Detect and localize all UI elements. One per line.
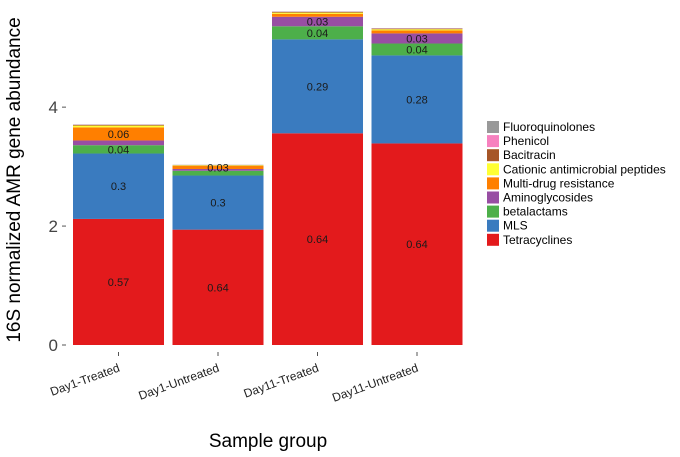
segment-value-label: 0.64 [307, 234, 328, 246]
x-category-label: Day1-Treated [48, 361, 121, 399]
bar-segment-aminoglycosides [172, 168, 264, 171]
legend: FluoroquinolonesPhenicolBacitracinCation… [487, 120, 666, 247]
bar-segment-cationic-antimicrobial-peptides [272, 12, 363, 14]
bar-segment-mls [272, 39, 363, 134]
y-ticks: 0 2 4 [49, 98, 66, 355]
bar-segment-cationic-antimicrobial-peptides [73, 125, 164, 128]
bar-segment-betalactams [73, 145, 164, 154]
x-ticks: Day1-Treated Day1-Untreated Day11-Treated D… [48, 352, 420, 405]
bar-segment-mls [371, 55, 463, 144]
segment-value-label: 0.28 [406, 94, 427, 106]
bar-segment-tetracyclines [371, 143, 463, 345]
axes: 16S normalized AMR gene abundance Sample… [4, 17, 327, 452]
segment-value-label: 0.04 [108, 144, 129, 156]
segment-value-label: 0.04 [307, 28, 328, 40]
bar-segment-betalactams [272, 26, 363, 40]
legend-entry-label: Fluoroquinolones [503, 120, 595, 134]
segment-labels: 0.570.30.040.060.640.30.030.640.290.040.… [108, 17, 428, 295]
bar-segment-tetracyclines [73, 218, 164, 345]
y-tick-label: 0 [49, 336, 58, 355]
legend-swatch [487, 205, 499, 218]
bar-segment-multi-drug-resistance [73, 127, 164, 141]
segment-value-label: 0.03 [406, 33, 427, 45]
segment-value-label: 0.64 [207, 282, 228, 294]
segment-value-label: 0.03 [307, 17, 328, 29]
bar-segment-mls [172, 175, 264, 230]
bar-segment-bacitracin [371, 28, 463, 30]
bars [73, 11, 463, 345]
segment-value-label: 0.3 [111, 181, 126, 193]
segment-value-label: 0.64 [406, 239, 427, 251]
bar-segment-aminoglycosides [73, 140, 164, 146]
bar-segment-cationic-antimicrobial-peptides [371, 29, 463, 31]
bar-segment-betalactams [172, 170, 264, 176]
x-category-label: Day11-Treated [242, 361, 321, 401]
bar-segment-multi-drug-resistance [272, 13, 363, 17]
bar-segment-mls [73, 153, 164, 219]
legend-swatch [487, 233, 499, 246]
legend-swatch [487, 219, 499, 232]
segment-value-label: 0.3 [210, 198, 225, 210]
y-axis-title: 16S normalized AMR gene abundance [4, 17, 25, 342]
legend-entry-label: Multi-drug resistance [503, 176, 615, 190]
legend-swatch [487, 177, 499, 190]
y-tick-label: 4 [49, 98, 58, 117]
x-axis-title: Sample group [209, 431, 327, 452]
legend-entry-label: Cationic antimicrobial peptides [503, 162, 666, 176]
legend-entry-label: MLS [503, 219, 528, 233]
bar-segment-tetracyclines [172, 229, 264, 345]
x-category-label: Day1-Untreated [137, 361, 221, 403]
x-category-label: Day11-Untreated [330, 361, 420, 405]
y-tick-label: 2 [49, 217, 58, 236]
segment-value-label: 0.04 [406, 44, 427, 56]
legend-entry-label: Bacitracin [503, 148, 556, 162]
bar-segment-multi-drug-resistance [172, 166, 264, 169]
legend-swatch [487, 135, 499, 148]
bar-segment-multi-drug-resistance [371, 30, 463, 34]
bar-segment-bacitracin [73, 124, 164, 126]
legend-entry-label: betalactams [503, 205, 568, 219]
legend-entry-label: Phenicol [503, 134, 549, 148]
segment-value-label: 0.57 [108, 277, 129, 289]
segment-value-label: 0.03 [207, 162, 228, 174]
legend-entry-label: Aminoglycosides [503, 191, 593, 205]
bar-segment-bacitracin [272, 12, 363, 13]
legend-swatch [487, 191, 499, 204]
segment-value-label: 0.06 [108, 129, 129, 141]
bar-segment-betalactams [371, 43, 463, 56]
segment-value-label: 0.29 [307, 81, 328, 93]
bar-segment-tetracyclines [272, 133, 363, 345]
bar-segment-aminoglycosides [371, 33, 463, 44]
bar-segment-aminoglycosides [272, 16, 363, 27]
legend-swatch [487, 163, 499, 176]
bar-segment-cationic-antimicrobial-peptides [172, 165, 264, 167]
legend-entry-label: Tetracyclines [503, 233, 572, 247]
legend-swatch [487, 149, 499, 162]
legend-swatch [487, 121, 499, 133]
